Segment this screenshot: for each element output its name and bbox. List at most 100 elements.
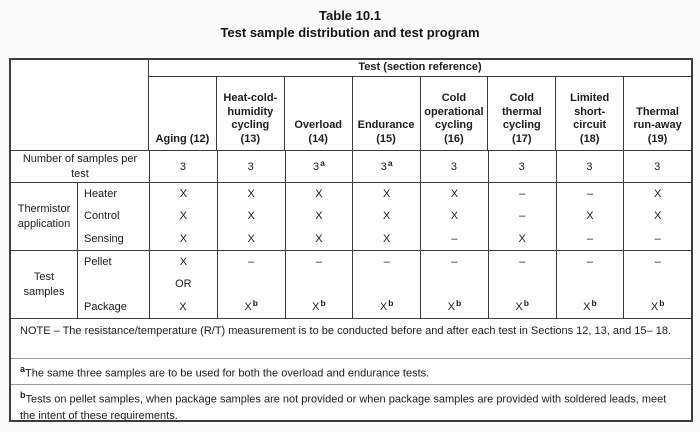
table-cell: X <box>179 256 188 269</box>
row-label-sensing: Sensing <box>84 232 124 245</box>
table-cell: – <box>383 256 390 269</box>
note-text: NOTE – The resistance/temperature (R/T) … <box>20 325 671 337</box>
col-header-thermal-runaway: Thermal run-away (19) <box>623 77 691 150</box>
table-cell: X <box>179 188 188 201</box>
table-cell: X <box>179 300 187 313</box>
footnote-b-marker: b <box>20 390 26 400</box>
table-note: NOTE – The resistance/temperature (R/T) … <box>11 318 691 358</box>
table-column: X X – <box>420 183 488 250</box>
footnote-a: aThe same three samples are to be used f… <box>11 358 691 384</box>
table-cell: X <box>315 188 323 201</box>
col-header-overload: Overload (14) <box>283 77 352 150</box>
table-cell: – <box>315 256 322 269</box>
table-column: X X X <box>216 183 285 250</box>
table-cell: 3 <box>555 151 624 182</box>
footnote-b-text: Tests on pellet samples, when package sa… <box>20 393 667 422</box>
table-cell: 3 <box>179 160 186 173</box>
table-header-section: Test (section reference) Aging (12) Heat… <box>11 60 691 150</box>
table-cell: – <box>654 256 661 269</box>
spacer-cell <box>286 273 353 295</box>
col-header-endurance: Endurance (15) <box>351 77 420 150</box>
spacer-cell <box>557 273 624 295</box>
samples-row-label: Number of samples per test <box>22 153 138 180</box>
table-cell: – <box>519 210 526 223</box>
table-column: X X X <box>150 183 217 250</box>
footnote-b: bTests on pellet samples, when package s… <box>11 384 691 422</box>
table-cell: – <box>519 188 526 201</box>
table-cell: – <box>654 232 661 245</box>
thermistor-group-label: Thermistor application <box>11 183 78 250</box>
table-number: Table 10.1 <box>319 8 381 23</box>
col-header-cold-operational: Cold operational cycling (16) <box>419 77 488 150</box>
test-section-reference-header: Test (section reference) <box>149 60 691 77</box>
table-cell: – <box>451 256 458 269</box>
thermistor-row-labels: Heater Control Sensing <box>78 183 149 250</box>
row-label-package: Package <box>84 300 127 313</box>
table-column: X X X <box>284 183 353 250</box>
thermistor-values: X X X X X X X X X X X X <box>149 183 691 250</box>
test-samples-group-label: Test samples <box>11 251 78 318</box>
table-cell: X <box>653 188 662 201</box>
test-samples-row-labels: Pellet Package <box>78 251 149 318</box>
row-label-heater: Heater <box>84 188 118 201</box>
thermistor-application-group: Thermistor application Heater Control Se… <box>11 182 691 250</box>
table-cell: – <box>519 256 526 269</box>
column-headers-row: Aging (12) Heat-cold- humidity cycling (… <box>149 77 691 150</box>
spacer-cell <box>489 273 556 295</box>
col-header-cold-thermal: Cold thermal cycling (17) <box>487 77 555 150</box>
table-cell: X <box>247 232 255 245</box>
or-cell: OR <box>175 278 192 291</box>
table-cell: X <box>586 210 594 223</box>
table-cell: 3 <box>487 151 556 182</box>
table-column: X X X <box>352 183 420 250</box>
table-cell: X <box>450 188 459 201</box>
table-cell: X <box>653 210 662 223</box>
table-title: Test sample distribution and test progra… <box>220 25 480 41</box>
table-cell: 3 <box>420 151 488 182</box>
table-cell: X <box>450 210 459 223</box>
col-header-limited-short-circuit: Limited short- circuit (18) <box>555 77 623 150</box>
table-column: – – X <box>487 183 556 250</box>
table-cell: X <box>382 210 391 223</box>
footnote-a-marker: a <box>20 364 26 374</box>
table-column: X OR X <box>150 251 217 318</box>
table-cell: 3 <box>623 151 691 182</box>
test-program-table: Test (section reference) Aging (12) Heat… <box>9 58 693 422</box>
col-header-aging: Aging (12) <box>155 132 210 145</box>
table-cell: X <box>179 232 188 245</box>
table-cell: – <box>451 232 458 245</box>
spacer-cell <box>218 273 285 295</box>
table-cell: X <box>315 210 323 223</box>
table-cell: X <box>382 232 391 245</box>
table-cell: – <box>586 256 593 269</box>
spacer-cell <box>353 273 420 295</box>
table-cell: – <box>586 188 593 201</box>
spacer-cell <box>624 273 691 295</box>
table-cell: X <box>518 232 526 245</box>
table-cell: X <box>247 210 255 223</box>
col-header-heat-cold-humidity: Heat-cold- humidity cycling (13) <box>215 77 284 150</box>
spacer-cell <box>421 273 488 295</box>
table-cell: 3 <box>216 151 285 182</box>
corner-cell <box>11 60 149 150</box>
table-column: – X – <box>555 183 624 250</box>
